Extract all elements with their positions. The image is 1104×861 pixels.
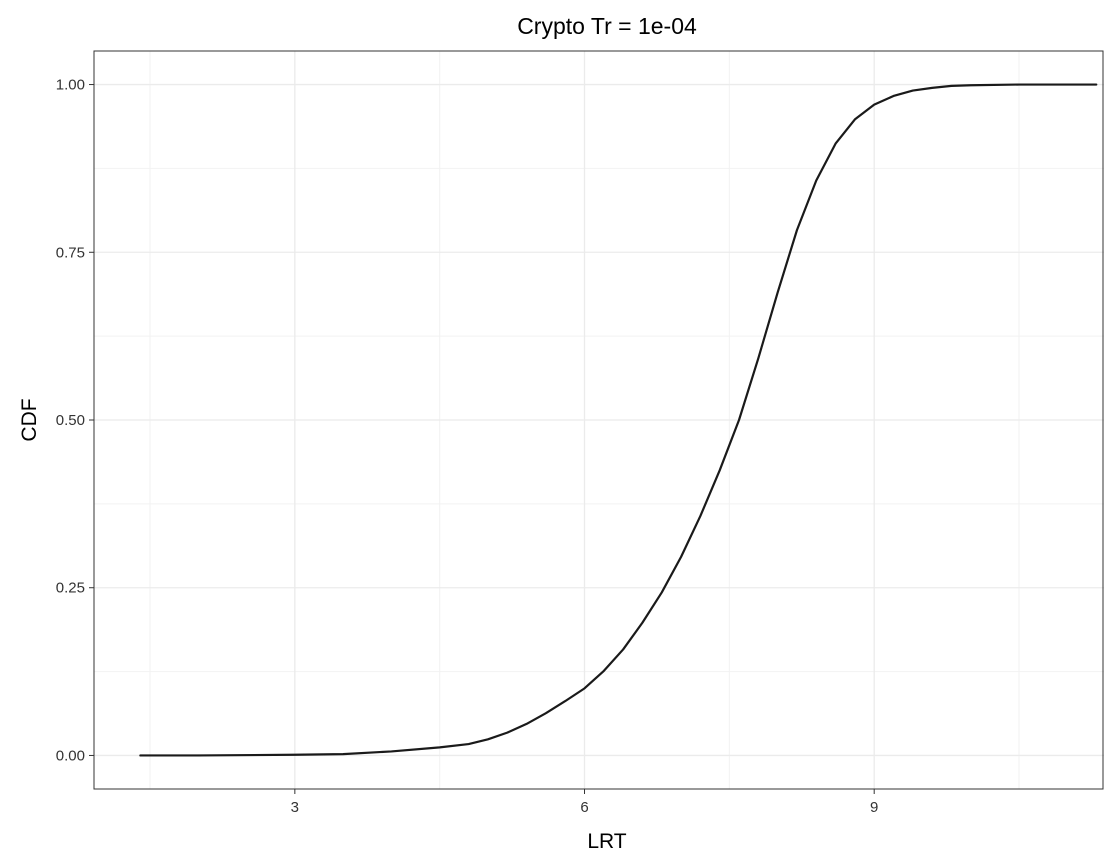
series-layer: [139, 83, 1098, 757]
chart-title: Crypto Tr = 1e-04: [517, 13, 697, 39]
grid-layer: [94, 51, 1104, 789]
x-tick-label: 9: [870, 799, 878, 816]
y-tick-label: 1.00: [56, 77, 85, 94]
y-tick-label: 0.25: [56, 580, 85, 597]
ticks-layer: 0.00 0.25 0.50 0.75 1.00 3 6 9: [56, 77, 879, 816]
x-tick-label: 3: [291, 799, 299, 816]
y-tick-label: 0.00: [56, 747, 85, 764]
y-tick-label: 0.50: [56, 412, 85, 429]
y-axis-title: CDF: [18, 398, 41, 441]
y-tick-label: 0.75: [56, 244, 85, 261]
x-tick-label: 6: [580, 799, 588, 816]
cdf-series-line: [139, 83, 1098, 757]
x-axis-title: LRT: [587, 830, 626, 853]
